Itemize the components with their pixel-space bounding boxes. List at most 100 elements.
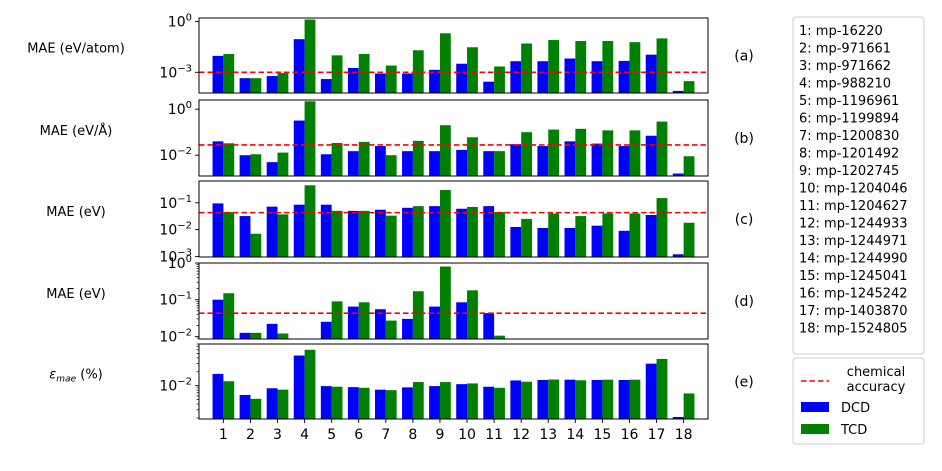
panel-label: (a) — [734, 49, 754, 65]
y-axis-label: MAE (eV) — [46, 287, 106, 302]
x-tick-label: 18 — [675, 427, 693, 443]
bar-tcd-2 — [250, 154, 262, 176]
panel-e: 10−2 εmae (%) (e) — [49, 343, 754, 420]
bar-dcd-6 — [347, 67, 359, 93]
bar-dcd-17 — [645, 215, 657, 257]
bar-tcd-15 — [602, 41, 614, 93]
bar-tcd-8 — [412, 291, 424, 339]
bar-dcd-9 — [429, 386, 440, 419]
material-item: 15: mp-1245041 — [799, 269, 908, 284]
bar-dcd-10 — [456, 63, 468, 93]
x-tick-label: 12 — [512, 427, 530, 443]
material-item: 2: mp-971661 — [799, 42, 891, 57]
bar-tcd-10 — [467, 206, 478, 257]
bar-tcd-16 — [629, 213, 641, 257]
bar-tcd-16 — [629, 42, 641, 93]
bar-dcd-18 — [672, 416, 684, 419]
bar-dcd-18 — [672, 90, 684, 93]
bar-tcd-11 — [494, 387, 505, 419]
bar-dcd-18 — [672, 173, 684, 176]
bar-tcd-1 — [223, 293, 235, 339]
bar-dcd-16 — [618, 379, 630, 419]
x-axis: 1 2 3 4 5 6 7 8 9 10 11 12 13 14 15 16 17 18 — [219, 419, 693, 443]
bar-tcd-8 — [412, 50, 424, 93]
bar-tcd-5 — [331, 386, 343, 419]
x-tick-label: 11 — [485, 427, 503, 443]
bar-tcd-12 — [521, 132, 533, 176]
panel-label: (c) — [735, 212, 754, 228]
bar-tcd-4 — [304, 185, 316, 257]
bar-tcd-15 — [602, 130, 614, 176]
bar-dcd-11 — [483, 386, 495, 419]
bar-dcd-10 — [456, 384, 468, 419]
bar-dcd-15 — [591, 61, 603, 93]
bar-tcd-3 — [277, 73, 289, 93]
material-item: 7: mp-1200830 — [799, 129, 899, 144]
bar-dcd-15 — [591, 379, 603, 419]
bar-tcd-15 — [602, 213, 614, 257]
panel-label: (b) — [734, 131, 754, 147]
legend-frame — [792, 357, 925, 445]
bar-dcd-3 — [266, 388, 278, 419]
bar-dcd-4 — [293, 120, 305, 176]
bar-tcd-2 — [250, 398, 262, 419]
bar-tcd-7 — [385, 390, 397, 419]
bar-tcd-10 — [467, 47, 478, 93]
bar-dcd-10 — [456, 208, 468, 257]
bar-dcd-8 — [402, 387, 413, 419]
y-tick-label: 10−2 — [159, 221, 192, 239]
bar-tcd-15 — [602, 379, 614, 419]
bar-tcd-10 — [467, 137, 478, 176]
legend-tcd-label: TCD — [840, 423, 867, 438]
bar-tcd-13 — [548, 213, 560, 257]
bar-tcd-6 — [358, 387, 370, 419]
legend-accuracy-label-1: chemical — [847, 365, 905, 380]
bar-tcd-10 — [467, 383, 478, 419]
material-item: 1: mp-16220 — [799, 24, 883, 39]
y-tick-label: 10−3 — [159, 247, 192, 265]
bar-dcd-2 — [239, 78, 251, 93]
bar-tcd-3 — [277, 152, 289, 176]
bar-dcd-9 — [429, 306, 440, 339]
bar-dcd-15 — [591, 143, 603, 176]
x-tick-label: 9 — [436, 427, 445, 443]
y-tick-label: 10−2 — [159, 327, 192, 345]
panel-label: (d) — [734, 294, 754, 310]
bar-tcd-1 — [223, 212, 235, 257]
legend-accuracy-label-2: accuracy — [847, 380, 906, 395]
bar-dcd-2 — [239, 155, 251, 176]
legend-tcd-swatch — [801, 424, 829, 434]
bar-dcd-8 — [402, 318, 413, 339]
bar-dcd-13 — [537, 61, 549, 93]
material-list-items: 1: mp-16220 2: mp-971661 3: mp-971662 4: mp… — [799, 24, 908, 337]
material-item: 5: mp-1196961 — [799, 94, 899, 109]
bar-dcd-12 — [510, 61, 522, 93]
bar-tcd-3 — [277, 389, 289, 419]
bar-dcd-8 — [402, 207, 413, 257]
y-tick-label: 10−3 — [159, 63, 192, 81]
panel-frame — [198, 180, 709, 258]
bar-tcd-9 — [439, 266, 451, 339]
bar-tcd-9 — [439, 190, 451, 257]
y-tick-label: 10−2 — [159, 377, 192, 395]
bar-dcd-2 — [239, 332, 251, 339]
bar-tcd-5 — [331, 55, 343, 93]
bar-tcd-3 — [277, 214, 289, 257]
bar-dcd-9 — [429, 151, 440, 176]
bar-tcd-10 — [467, 290, 478, 339]
bar-tcd-2 — [250, 332, 262, 339]
bar-tcd-6 — [358, 141, 370, 176]
bar-tcd-18 — [683, 393, 695, 419]
bar-dcd-16 — [618, 230, 630, 257]
panel-b: 10−2 100 MAE (eV/Å) (b) — [40, 99, 754, 177]
bar-dcd-14 — [564, 227, 576, 257]
bar-tcd-13 — [548, 40, 560, 93]
material-item: 12: mp-1244933 — [799, 217, 908, 232]
bar-dcd-7 — [374, 146, 386, 176]
bar-dcd-10 — [456, 149, 468, 176]
bar-dcd-13 — [537, 379, 549, 419]
bar-tcd-11 — [494, 151, 505, 176]
bar-tcd-7 — [385, 215, 397, 257]
